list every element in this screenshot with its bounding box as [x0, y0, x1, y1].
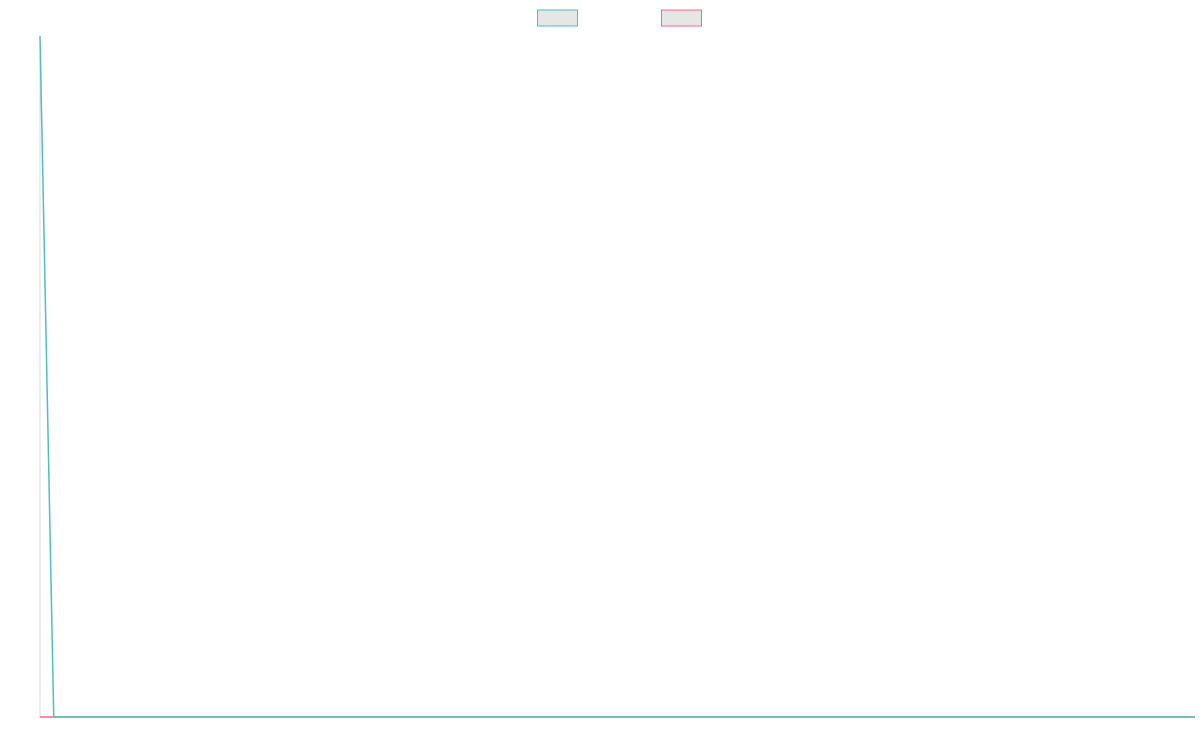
series-line-1 — [39, 35, 1195, 718]
chart-axes — [39, 36, 1195, 718]
legend-swatch-1[interactable] — [537, 9, 578, 27]
series-layer — [39, 35, 1195, 718]
chart-legend[interactable] — [537, 9, 702, 27]
legend-swatch-2[interactable] — [661, 9, 702, 27]
legend-item-2[interactable] — [661, 9, 702, 27]
legend-item-1[interactable] — [537, 9, 578, 27]
